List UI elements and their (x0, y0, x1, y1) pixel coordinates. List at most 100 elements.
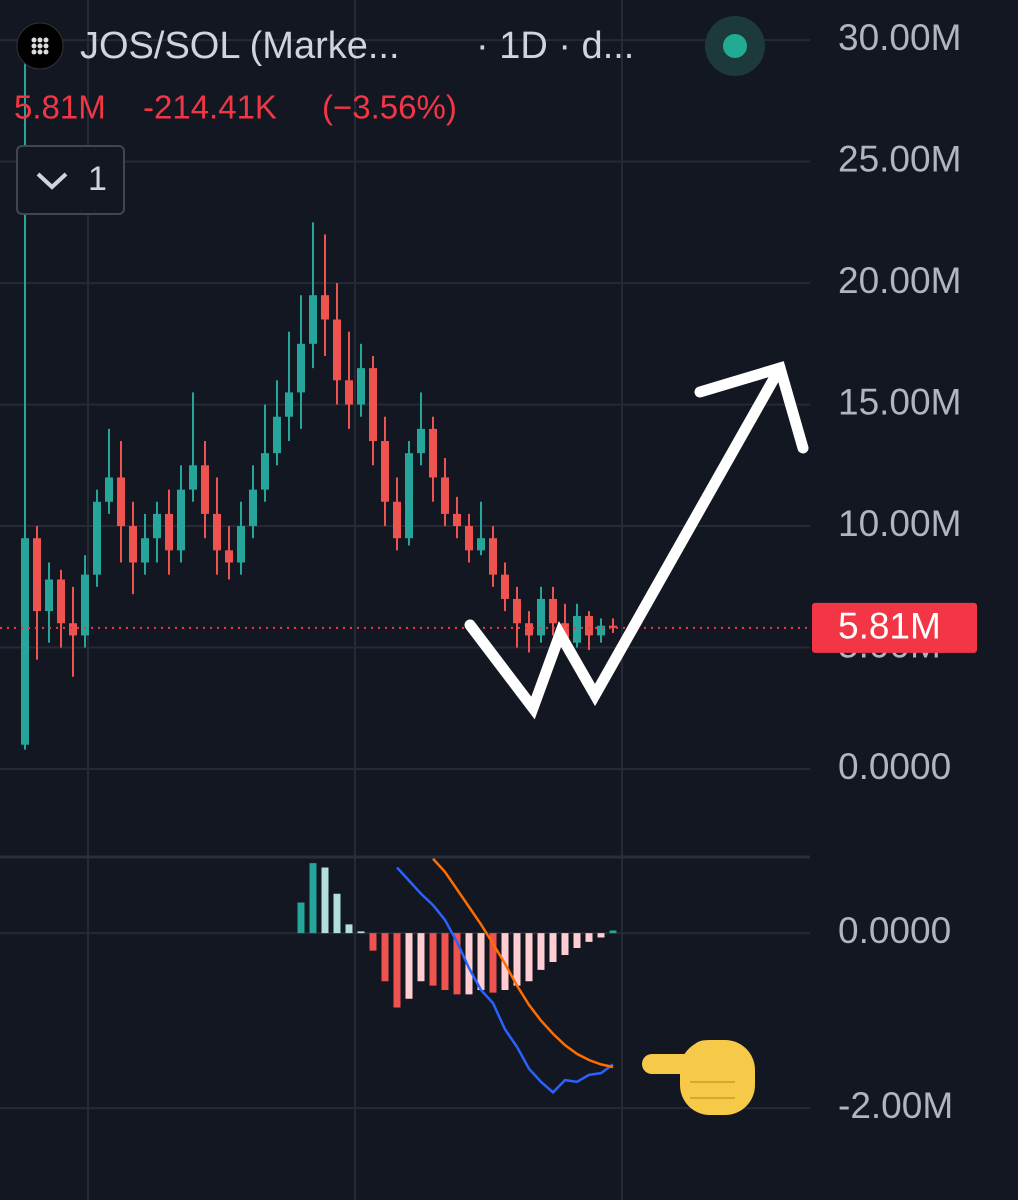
candle-body (453, 513, 461, 527)
histogram-bar (513, 933, 521, 986)
candle-body (117, 477, 125, 527)
candle-body (321, 295, 329, 320)
histogram-bar (537, 933, 545, 970)
indicator-count: 1 (88, 160, 107, 198)
y-tick-label: 15.00M (838, 381, 961, 422)
hand-palm (680, 1040, 755, 1115)
header: JOS/SOL (Marke... · 1D · d... 5.81M -214… (14, 16, 765, 215)
macd-line (396, 866, 614, 1095)
candle-body (141, 538, 149, 563)
histogram-bar (573, 933, 581, 948)
candle-body (333, 319, 341, 381)
candle-body (345, 380, 353, 405)
grid (0, 0, 810, 1200)
candle-body (249, 489, 257, 527)
candle-body (597, 625, 605, 636)
symbol-title: JOS/SOL (Marke... (80, 25, 400, 67)
histogram-bar (309, 863, 317, 934)
last-price-badge (812, 602, 977, 653)
candle-body (93, 501, 101, 575)
histogram-bar (429, 933, 437, 986)
price-change: -214.41K (143, 89, 277, 126)
candle-body (441, 477, 449, 514)
w-pattern-arrow (464, 362, 786, 720)
histogram-bar (609, 930, 617, 934)
indicator-toggle[interactable] (16, 145, 125, 215)
candle-body (285, 392, 293, 417)
pointing-hand (642, 1040, 755, 1115)
candle-body (429, 428, 437, 478)
candle-body (57, 579, 65, 624)
candle-body (489, 538, 497, 575)
candle-body (309, 295, 317, 344)
histogram-bar (297, 902, 305, 934)
candle-body (297, 343, 305, 393)
last-price: 5.81M (14, 89, 106, 126)
candle-body (261, 453, 269, 490)
histogram-bar (357, 931, 365, 934)
price-change-percent: (−3.56%) (322, 89, 457, 126)
candle-body (45, 579, 53, 612)
candle-body (225, 550, 233, 563)
histogram-bar (525, 933, 533, 982)
candle-body (609, 625, 617, 628)
candle-body (357, 368, 365, 405)
interval: · 1D · d... (476, 25, 634, 67)
y-tick-label: 20.00M (838, 260, 961, 301)
histogram-bar (405, 933, 413, 999)
last-price-badge-label: 5.81M (838, 606, 941, 647)
macd-line (432, 857, 614, 1069)
candle-body (405, 453, 413, 539)
histogram-bar (441, 933, 449, 990)
candle-body (273, 416, 281, 454)
histogram-bar (369, 933, 377, 951)
histogram-bar (345, 924, 353, 934)
candle-body (477, 538, 485, 551)
y-tick-label: 30.00M (838, 17, 961, 58)
candle-body (513, 598, 521, 624)
marks (0, 40, 810, 1095)
candle-body (213, 513, 221, 551)
candle-body (573, 615, 581, 643)
histogram-bar (393, 933, 401, 1008)
candle-body (501, 574, 509, 599)
candle-body (177, 489, 185, 551)
y-tick-label: 10.00M (838, 503, 961, 544)
candle-body (465, 526, 473, 551)
hand-thumb (688, 1040, 722, 1052)
candle-body (585, 615, 593, 636)
histogram-bar (417, 933, 425, 982)
histogram-bar (465, 933, 473, 995)
histogram-bar (489, 933, 497, 993)
candle-body (165, 513, 173, 551)
histogram-bar (333, 893, 341, 934)
candle-body (393, 501, 401, 539)
status-dot (723, 34, 747, 58)
candle-body (381, 441, 389, 502)
candle-body (201, 465, 209, 514)
candle-body (153, 513, 161, 539)
histogram-bar (381, 933, 389, 982)
annotations (464, 361, 809, 1115)
candle-body (417, 428, 425, 454)
histogram-bar (585, 933, 593, 942)
logo-dots (31, 37, 49, 55)
candle-body (21, 538, 29, 745)
histogram-bar (597, 933, 605, 938)
histogram-bar (453, 933, 461, 995)
candle-body (33, 538, 41, 612)
y-tick-label: -2.00M (838, 1085, 953, 1126)
y-tick-label: 25.00M (838, 138, 961, 179)
candle-body (549, 598, 557, 624)
chevron (36, 172, 68, 190)
price-axis: 0.00005.00M10.00M15.00M20.00M25.00M30.00… (812, 17, 977, 1126)
histogram-bar (549, 933, 557, 962)
y-tick-label: 0.0000 (838, 746, 951, 787)
histogram-bar (477, 933, 485, 990)
candle-body (81, 574, 89, 636)
arrow-head (694, 361, 809, 454)
candle-body (129, 526, 137, 563)
